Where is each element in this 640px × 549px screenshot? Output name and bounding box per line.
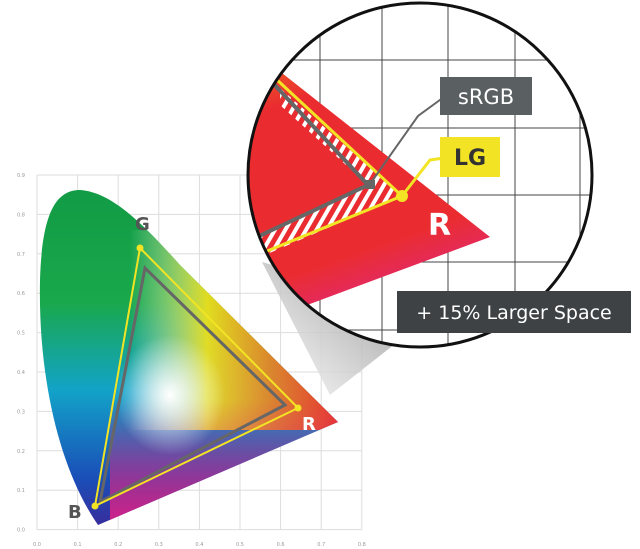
x-tick-label: 0.1 xyxy=(74,542,82,548)
x-tick-label: 0.0 xyxy=(33,542,41,548)
x-tick-label: 0.5 xyxy=(236,542,244,548)
vertex-label: G xyxy=(135,214,150,235)
zoom-circle: sRGB LG R xyxy=(246,1,594,349)
y-tick-label: 0.1 xyxy=(17,488,25,494)
vertex-dot xyxy=(91,502,99,510)
lg-triangle xyxy=(93,245,300,508)
x-tick-label: 0.7 xyxy=(317,542,325,548)
zoom-r-label: R xyxy=(428,208,451,243)
x-tick-label: 0.8 xyxy=(358,542,366,548)
x-tick-label: 0.4 xyxy=(195,542,203,548)
vertex-dot xyxy=(294,404,302,412)
lg-label: LG xyxy=(454,146,486,171)
x-tick-label: 0.3 xyxy=(155,542,163,548)
y-tick-label: 0.0 xyxy=(17,528,25,534)
callout-box xyxy=(397,291,631,333)
callout-text: + 15% Larger Space xyxy=(416,302,611,324)
srgb-label: sRGB xyxy=(458,85,514,109)
srgb-triangle xyxy=(97,264,288,505)
y-tick-label: 0.8 xyxy=(17,212,25,218)
y-tick-label: 0.6 xyxy=(17,291,25,297)
y-tick-label: 0.3 xyxy=(17,409,25,415)
y-tick-label: 0.7 xyxy=(17,252,25,258)
y-tick-label: 0.4 xyxy=(17,370,25,376)
x-tick-label: 0.6 xyxy=(277,542,285,548)
vertex-label: R xyxy=(302,414,316,435)
y-tick-label: 0.2 xyxy=(17,449,25,455)
vertex-label: B xyxy=(68,502,82,523)
vertex-dot xyxy=(136,244,144,252)
y-tick-label: 0.5 xyxy=(17,331,25,337)
tick-labels: 0.9 0.8 0.7 0.6 0.5 0.4 0.3 0.2 0.1 0.0 0.0 0.1 0.2 0… xyxy=(17,173,366,548)
x-tick-label: 0.2 xyxy=(114,542,122,548)
y-tick-label: 0.9 xyxy=(17,173,25,179)
